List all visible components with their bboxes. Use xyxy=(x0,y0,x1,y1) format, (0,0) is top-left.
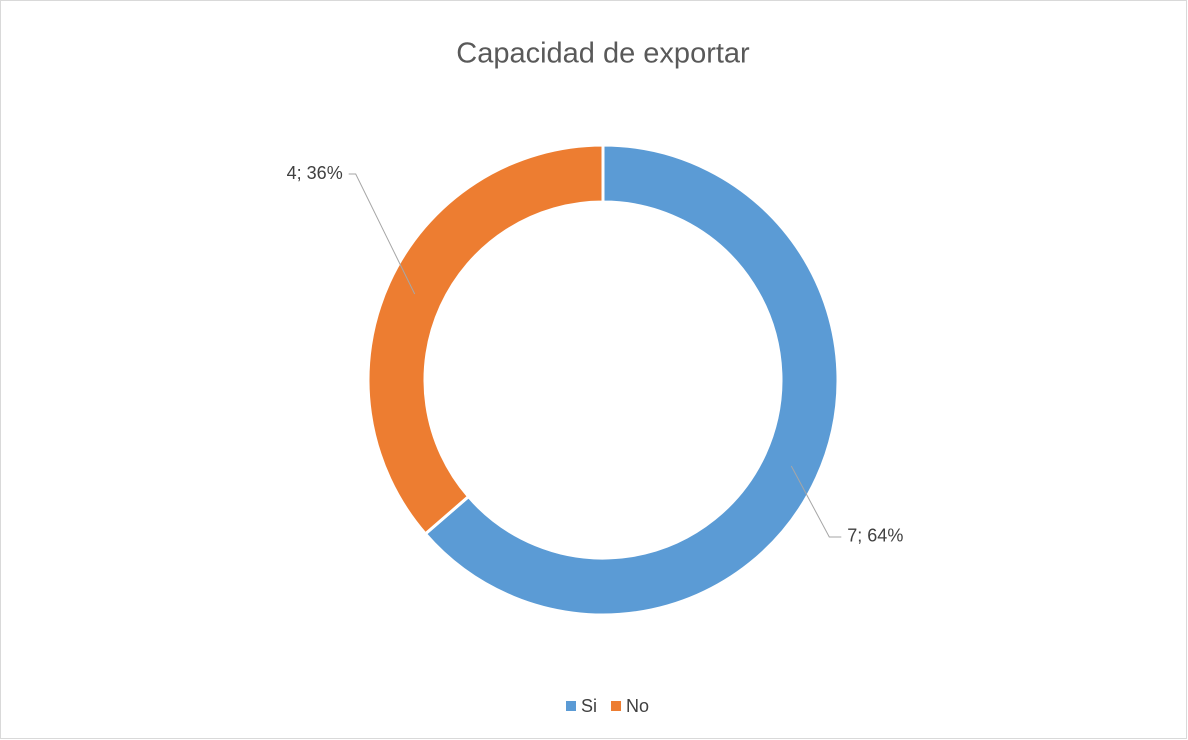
data-label: 4; 36% xyxy=(287,163,343,183)
leader-line xyxy=(790,465,842,538)
leader-line xyxy=(348,173,416,295)
legend-label: Si xyxy=(581,696,597,716)
legend-swatch xyxy=(611,701,622,711)
legend-swatch xyxy=(566,701,576,711)
chart-title: Capacidad de exportar xyxy=(456,38,750,70)
legend-label: No xyxy=(626,696,649,716)
doughnut-segment xyxy=(366,143,605,537)
data-label: 7; 64% xyxy=(847,526,903,546)
doughnut-segment xyxy=(423,143,840,617)
